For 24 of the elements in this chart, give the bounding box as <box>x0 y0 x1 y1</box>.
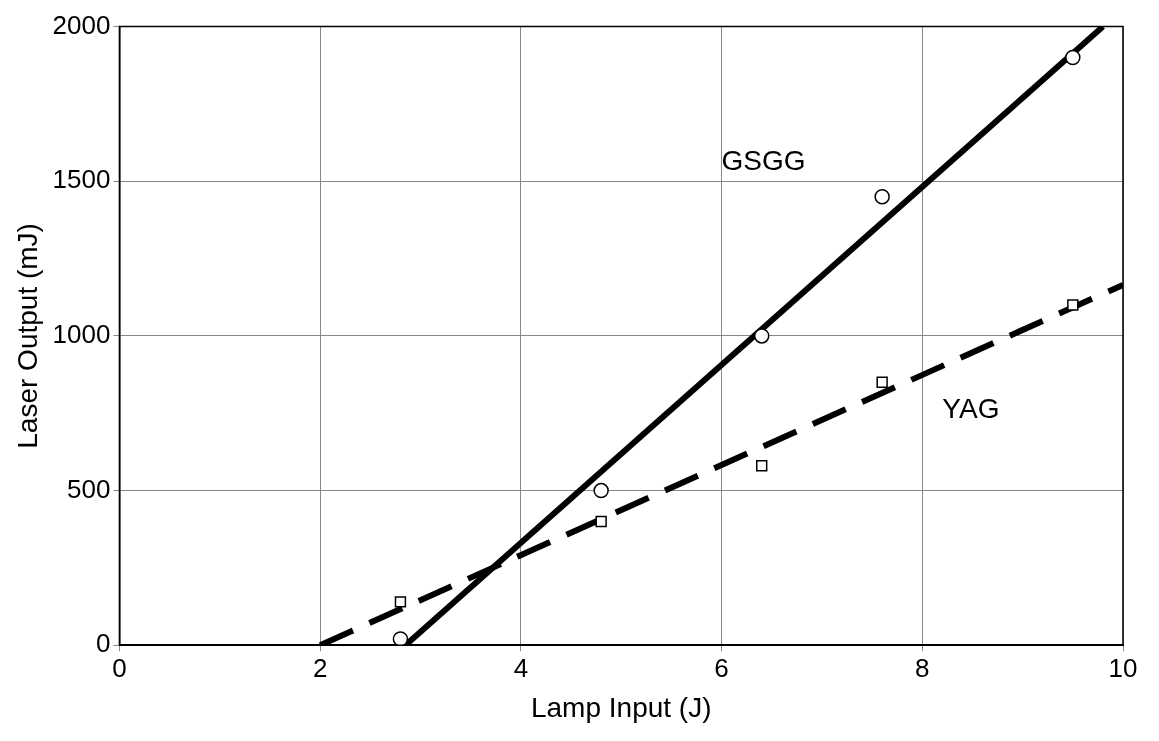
annotation: GSGG <box>721 145 806 177</box>
point <box>756 460 768 472</box>
point <box>593 482 609 499</box>
y-tick-label: 1000 <box>52 319 111 350</box>
y-tick-label: 2000 <box>52 9 111 40</box>
point <box>392 631 409 646</box>
point <box>1065 49 1081 66</box>
x-axis-title: Lamp Input (J) <box>530 691 712 723</box>
x-tick-label: 10 <box>1108 652 1138 683</box>
point <box>595 515 607 528</box>
x-tick-label: 8 <box>915 652 930 683</box>
x-tick-label: 2 <box>312 652 328 683</box>
y-tick-label: 500 <box>67 473 111 504</box>
point <box>876 376 888 388</box>
annotation: YAG <box>942 392 1000 424</box>
y-axis-title: Laser Output (mJ) <box>11 223 43 449</box>
point <box>1067 299 1079 311</box>
point <box>394 596 407 608</box>
point <box>753 328 770 344</box>
x-tick-label: 4 <box>513 652 529 683</box>
point <box>874 188 890 205</box>
y-tick-label: 1500 <box>52 164 111 195</box>
y-tick-label: 0 <box>95 628 111 659</box>
x-tick-label: 6 <box>714 652 729 683</box>
